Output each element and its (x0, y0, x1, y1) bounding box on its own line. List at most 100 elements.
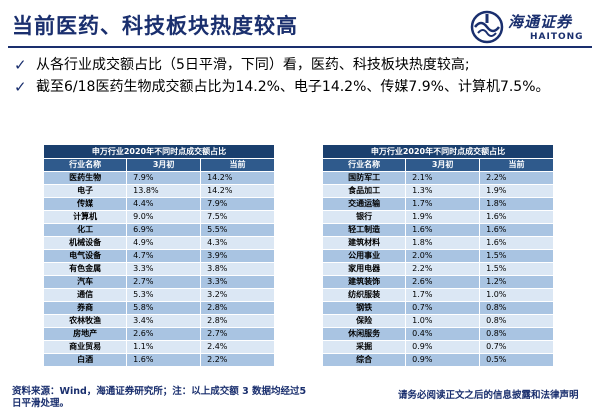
current-share-cell: 2.7% (200, 327, 275, 341)
current-share-cell: 1.6% (479, 236, 554, 250)
industry-name-cell: 保险 (321, 314, 407, 328)
current-share-cell: 0.5% (479, 353, 554, 367)
industry-name-cell: 电气设备 (42, 249, 128, 263)
early-march-share-cell: 1.8% (405, 236, 481, 250)
table-row: 休闲服务 0.4% 0.8% (321, 327, 554, 341)
column-header: 当前 (479, 158, 554, 172)
industry-name-cell: 通信 (42, 288, 128, 302)
current-share-cell: 5.5% (200, 223, 275, 237)
current-share-cell: 2.4% (200, 340, 275, 354)
logo-text-cn: 海通证券 (508, 13, 573, 31)
current-share-cell: 0.8% (479, 327, 554, 341)
table-caption: 申万行业2020年不同时点成交额占比 (322, 144, 554, 159)
early-march-share-cell: 3.4% (126, 314, 202, 328)
early-march-share-cell: 4.7% (126, 249, 202, 263)
industry-name-cell: 公用事业 (321, 249, 407, 263)
industry-name-cell: 房地产 (42, 327, 128, 341)
current-share-cell: 14.2% (200, 171, 275, 185)
table-row: 化工 6.9% 5.5% (42, 223, 275, 237)
bullet-item: ✓ 截至6/18医药生物成交额占比为14.2%、电子14.2%、传媒7.9%、计… (14, 78, 590, 97)
current-share-cell: 14.2% (200, 184, 275, 198)
current-share-cell: 0.8% (479, 301, 554, 315)
disclaimer-text: 请务必阅读正文之后的信息披露和法律声明 (398, 390, 579, 401)
current-share-cell: 1.6% (479, 223, 554, 237)
early-march-share-cell: 1.7% (405, 197, 481, 211)
current-share-cell: 7.5% (200, 210, 275, 224)
early-march-share-cell: 6.9% (126, 223, 202, 237)
current-share-cell: 3.2% (200, 288, 275, 302)
table-row: 银行 1.9% 1.6% (321, 210, 554, 224)
industry-name-cell: 机械设备 (42, 236, 128, 250)
industry-name-cell: 农林牧渔 (42, 314, 128, 328)
table-row: 电子 13.8% 14.2% (42, 184, 275, 198)
haitong-logo-icon (470, 10, 504, 44)
check-icon: ✓ (14, 78, 27, 96)
table-row: 轻工制造 1.6% 1.6% (321, 223, 554, 237)
early-march-share-cell: 1.6% (405, 223, 481, 237)
table-row: 家用电器 2.2% 1.5% (321, 262, 554, 276)
current-share-cell: 2.2% (200, 353, 275, 367)
early-march-share-cell: 3.3% (126, 262, 202, 276)
table-row: 建筑材料 1.8% 1.6% (321, 236, 554, 250)
industry-name-cell: 白酒 (42, 353, 128, 367)
company-logo: 海通证券 HAITONG (470, 8, 595, 48)
table-row: 钢铁 0.7% 0.8% (321, 301, 554, 315)
early-march-share-cell: 4.4% (126, 197, 202, 211)
industry-name-cell: 国防军工 (321, 171, 407, 185)
table-header-row: 行业名称 3月初 当前 (42, 158, 275, 172)
bullet-item: ✓ 从各行业成交额占比（5日平滑，下同）看，医药、科技板块热度较高; (14, 56, 590, 75)
current-share-cell: 3.9% (200, 249, 275, 263)
table-row: 农林牧渔 3.4% 2.8% (42, 314, 275, 328)
bullet-text: 截至6/18医药生物成交额占比为14.2%、电子14.2%、传媒7.9%、计算机… (36, 79, 550, 95)
table-row: 通信 5.3% 3.2% (42, 288, 275, 302)
early-march-share-cell: 5.3% (126, 288, 202, 302)
column-header: 3月初 (126, 158, 202, 172)
current-share-cell: 3.3% (200, 275, 275, 289)
early-march-share-cell: 0.7% (405, 301, 481, 315)
table-row: 券商 5.8% 2.8% (42, 301, 275, 315)
table-row: 食品加工 1.3% 1.9% (321, 184, 554, 198)
table-row: 医药生物 7.9% 14.2% (42, 171, 275, 185)
industry-name-cell: 传媒 (42, 197, 128, 211)
early-march-share-cell: 7.9% (126, 171, 202, 185)
industry-name-cell: 建筑材料 (321, 236, 407, 250)
early-march-share-cell: 0.4% (405, 327, 481, 341)
table-row: 国防军工 2.1% 2.2% (321, 171, 554, 185)
current-share-cell: 2.8% (200, 314, 275, 328)
current-share-cell: 7.9% (200, 197, 275, 211)
early-march-share-cell: 1.1% (126, 340, 202, 354)
industry-name-cell: 休闲服务 (321, 327, 407, 341)
current-share-cell: 1.0% (479, 288, 554, 302)
table-row: 公用事业 2.0% 1.5% (321, 249, 554, 263)
table-row: 白酒 1.6% 2.2% (42, 353, 275, 367)
table-row: 保险 1.0% 0.8% (321, 314, 554, 328)
table-row: 房地产 2.6% 2.7% (42, 327, 275, 341)
early-march-share-cell: 2.6% (126, 327, 202, 341)
current-share-cell: 4.3% (200, 236, 275, 250)
current-share-cell: 2.2% (479, 171, 554, 185)
industry-name-cell: 钢铁 (321, 301, 407, 315)
table-caption: 申万行业2020年不同时点成交额占比 (43, 144, 275, 159)
industry-name-cell: 建筑装饰 (321, 275, 407, 289)
current-share-cell: 1.5% (479, 249, 554, 263)
table-row: 有色金属 3.3% 3.8% (42, 262, 275, 276)
industry-name-cell: 采掘 (321, 340, 407, 354)
title-divider (8, 46, 592, 48)
table-row: 采掘 0.9% 0.7% (321, 340, 554, 354)
table-row: 综合 0.9% 0.5% (321, 353, 554, 367)
industry-name-cell: 汽车 (42, 275, 128, 289)
table-row: 交通运输 1.7% 1.8% (321, 197, 554, 211)
source-note: 资料来源：Wind，海通证券研究所；注：以上成交额 3 数据均经过5日平滑处理。 (12, 386, 307, 409)
current-share-cell: 3.8% (200, 262, 275, 276)
early-march-share-cell: 1.6% (126, 353, 202, 367)
table-row: 机械设备 4.9% 4.3% (42, 236, 275, 250)
industry-name-cell: 有色金属 (42, 262, 128, 276)
slide-title: 当前医药、科技板块热度较高 (12, 14, 298, 38)
early-march-share-cell: 2.1% (405, 171, 481, 185)
table-row: 电气设备 4.7% 3.9% (42, 249, 275, 263)
early-march-share-cell: 4.9% (126, 236, 202, 250)
early-march-share-cell: 2.7% (126, 275, 202, 289)
check-icon: ✓ (14, 56, 27, 74)
early-march-share-cell: 1.3% (405, 184, 481, 198)
current-share-cell: 1.5% (479, 262, 554, 276)
